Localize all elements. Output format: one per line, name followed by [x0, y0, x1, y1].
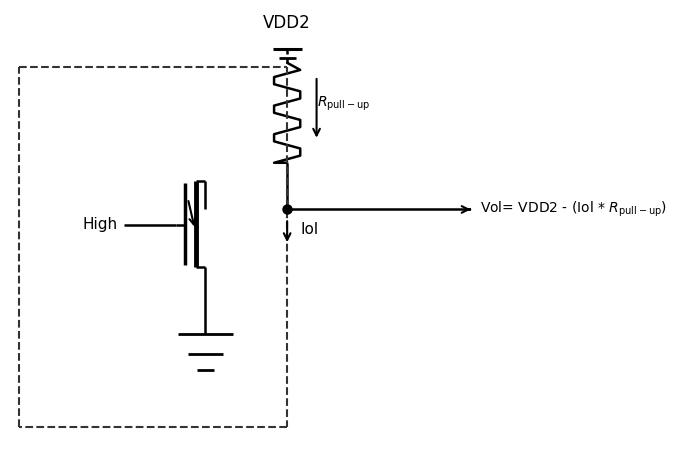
- Text: Vol= VDD2 - (Iol * $R_{\mathregular{pull-up}}$): Vol= VDD2 - (Iol * $R_{\mathregular{pull…: [480, 200, 667, 219]
- Text: High: High: [82, 217, 117, 233]
- Text: VDD2: VDD2: [263, 14, 311, 32]
- Text: $R_{\mathregular{pull-up}}$: $R_{\mathregular{pull-up}}$: [316, 95, 370, 113]
- Text: Iol: Iol: [300, 222, 318, 237]
